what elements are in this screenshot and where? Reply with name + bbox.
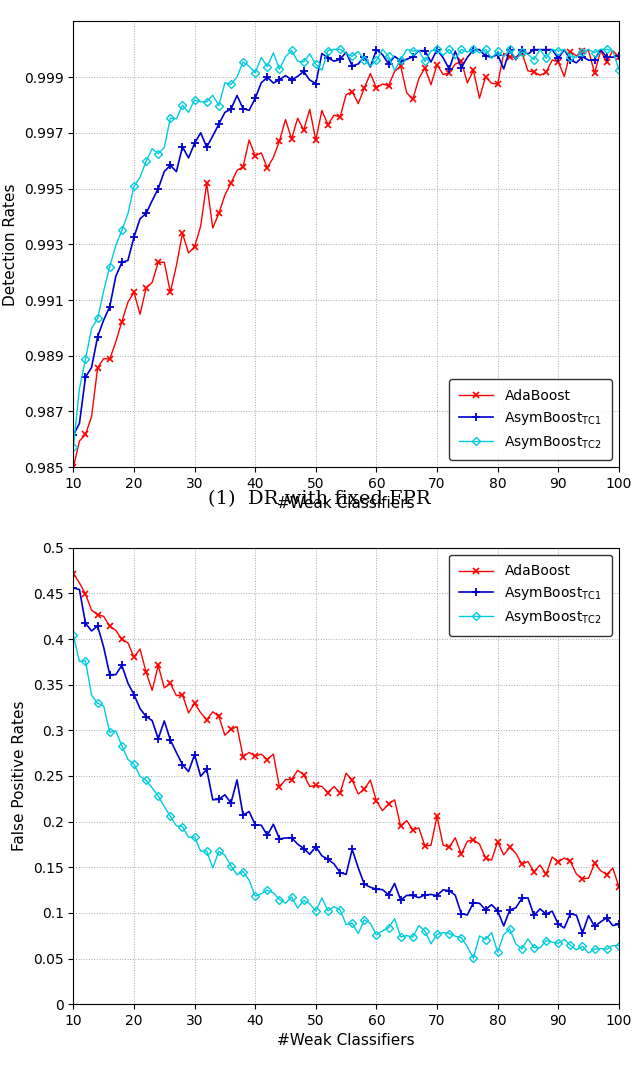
Y-axis label: Detection Rates: Detection Rates [3,183,19,306]
Legend: AdaBoost, AsymBoost$_{\rm TC1}$, AsymBoost$_{\rm TC2}$: AdaBoost, AsymBoost$_{\rm TC1}$, AsymBoo… [449,379,612,461]
X-axis label: #Weak Classifiers: #Weak Classifiers [278,496,415,511]
Legend: AdaBoost, AsymBoost$_{\rm TC1}$, AsymBoost$_{\rm TC2}$: AdaBoost, AsymBoost$_{\rm TC1}$, AsymBoo… [449,554,612,636]
X-axis label: #Weak Classifiers: #Weak Classifiers [278,1033,415,1048]
Y-axis label: False Positive Rates: False Positive Rates [12,700,27,852]
Text: (1)  DR with fixed FPR: (1) DR with fixed FPR [208,491,430,508]
